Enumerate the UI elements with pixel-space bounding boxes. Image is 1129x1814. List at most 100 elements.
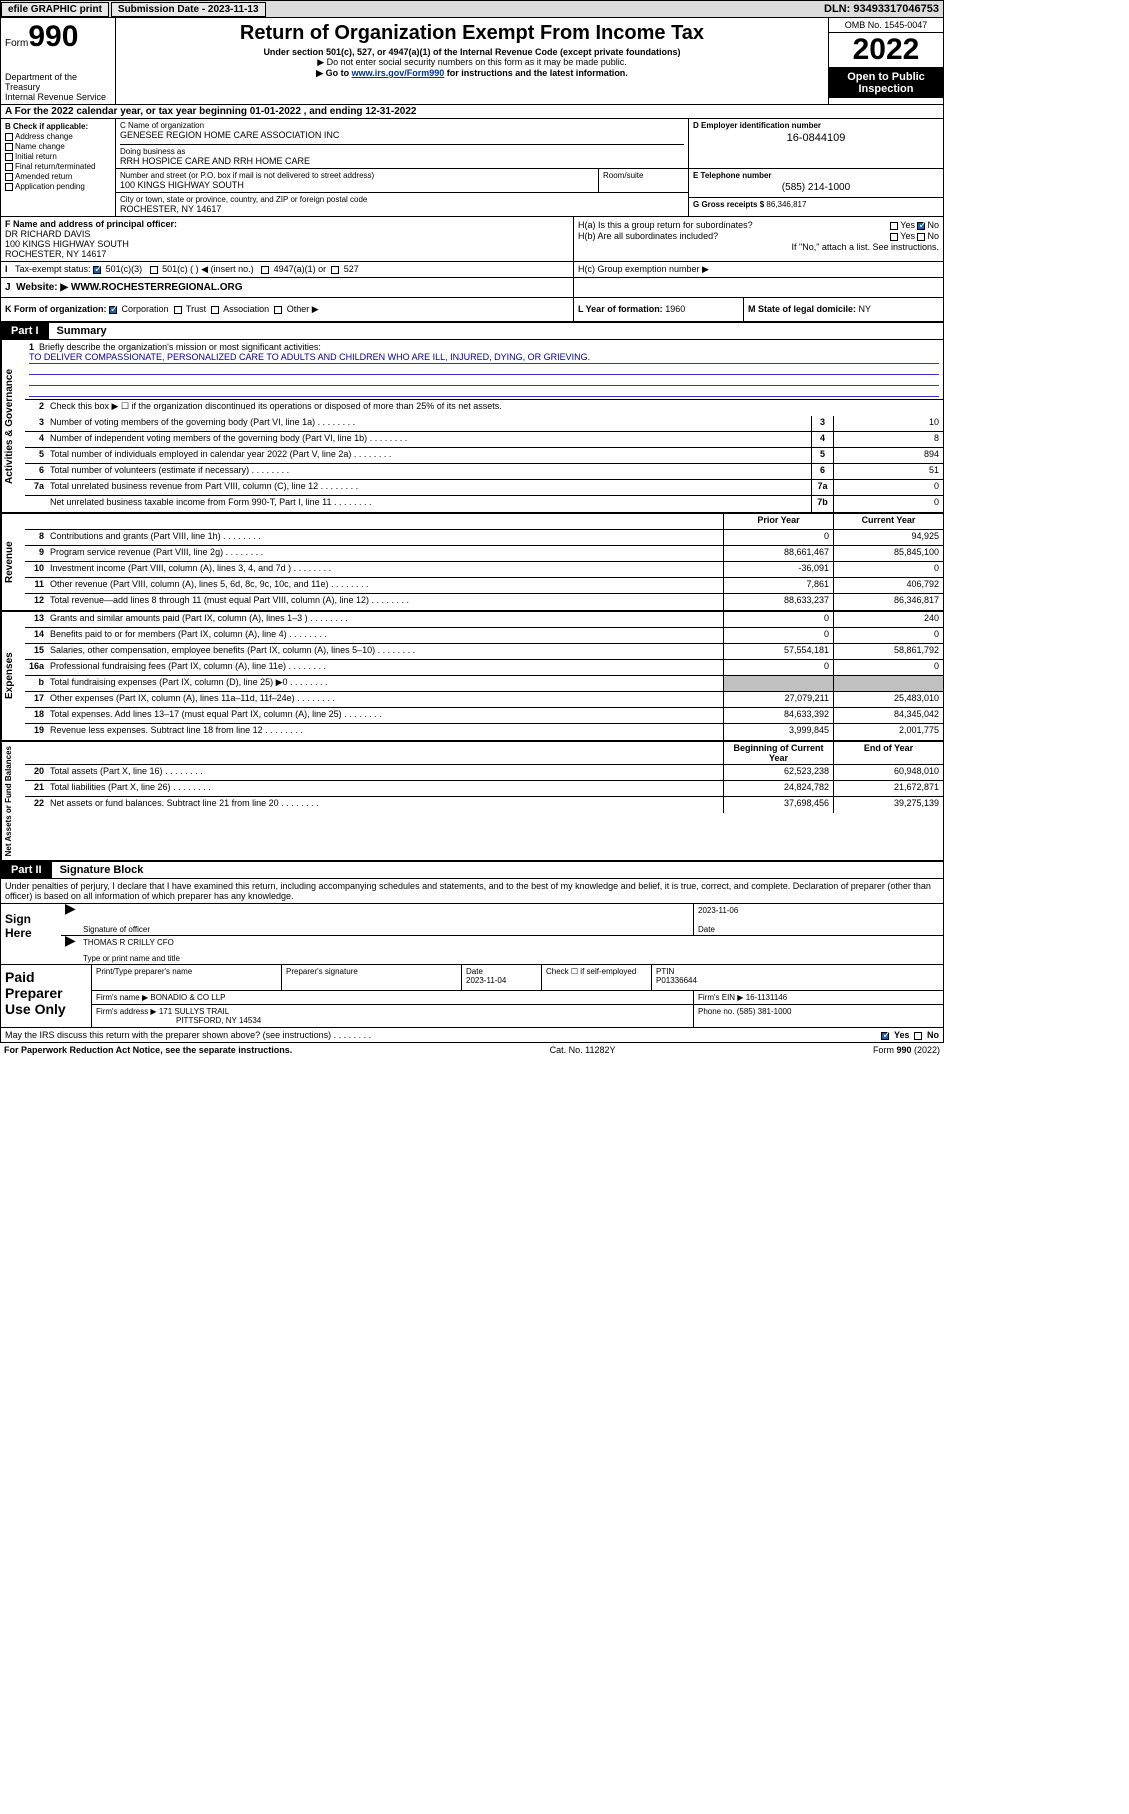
- summary-line: 17 Other expenses (Part IX, column (A), …: [25, 692, 943, 708]
- state-domicile: M State of legal domicile: NY: [743, 298, 943, 321]
- klm-row: K Form of organization: Corporation Trus…: [0, 298, 944, 323]
- chk-hb-yes[interactable]: [890, 233, 898, 241]
- paid-preparer-block: Paid Preparer Use Only Print/Type prepar…: [0, 965, 944, 1028]
- chk-final-return[interactable]: [5, 163, 13, 171]
- fgh-row: F Name and address of principal officer:…: [0, 217, 944, 262]
- chk-4947[interactable]: [261, 266, 269, 274]
- summary-line: 7a Total unrelated business revenue from…: [25, 480, 943, 496]
- irs-link[interactable]: www.irs.gov/Form990: [352, 68, 445, 78]
- chk-discuss-no[interactable]: [914, 1032, 922, 1040]
- dept-label2: Internal Revenue Service: [5, 92, 111, 102]
- penalty-statement: Under penalties of perjury, I declare th…: [0, 879, 944, 904]
- chk-association[interactable]: [211, 306, 219, 314]
- cat-number: Cat. No. 11282Y: [550, 1045, 616, 1055]
- discuss-row: May the IRS discuss this return with the…: [0, 1028, 944, 1043]
- summary-line: 10 Investment income (Part VIII, column …: [25, 562, 943, 578]
- room-box: Room/suite: [598, 169, 688, 192]
- summary-line: 18 Total expenses. Add lines 13–17 (must…: [25, 708, 943, 724]
- open-to-public: Open to Public Inspection: [829, 68, 943, 98]
- vtab-expenses: Expenses: [1, 612, 25, 740]
- dln-label: DLN: 93493317046753: [824, 3, 943, 15]
- mission-text: TO DELIVER COMPASSIONATE, PERSONALIZED C…: [29, 352, 939, 364]
- address-block: Number and street (or P.O. box if mail i…: [116, 169, 943, 217]
- org-name-box: C Name of organization GENESEE REGION HO…: [116, 119, 688, 168]
- group-exemption-box: H(c) Group exemption number ▶: [573, 262, 943, 277]
- form-subtitle1: Under section 501(c), 527, or 4947(a)(1)…: [120, 47, 824, 57]
- principal-officer-box: F Name and address of principal officer:…: [1, 217, 573, 261]
- summary-line: 3 Number of voting members of the govern…: [25, 416, 943, 432]
- paperwork-notice: For Paperwork Reduction Act Notice, see …: [4, 1045, 292, 1055]
- website-row: J Website: ▶ WWW.ROCHESTERREGIONAL.ORG: [0, 278, 944, 298]
- summary-line: 19 Revenue less expenses. Subtract line …: [25, 724, 943, 740]
- tax-exempt-row: I Tax-exempt status: 501(c)(3) 501(c) ( …: [0, 262, 944, 278]
- summary-line: 20 Total assets (Part X, line 16) 62,523…: [25, 765, 943, 781]
- firm-ein-cell: Firm's EIN ▶ 16-1131146: [693, 991, 943, 1004]
- mission-block: 1 Briefly describe the organization's mi…: [25, 340, 943, 400]
- preparer-name-cell: Print/Type preparer's name: [91, 965, 281, 990]
- dba-name: RRH HOSPICE CARE AND RRH HOME CARE: [120, 156, 684, 166]
- footer-row: For Paperwork Reduction Act Notice, see …: [0, 1043, 944, 1057]
- chk-discuss-yes[interactable]: [881, 1032, 889, 1040]
- summary-line: 9 Program service revenue (Part VIII, li…: [25, 546, 943, 562]
- summary-line: 2 Check this box ▶ ☐ if the organization…: [25, 400, 943, 416]
- city-value: ROCHESTER, NY 14617: [120, 204, 684, 214]
- chk-hb-no[interactable]: [917, 233, 925, 241]
- website-value: WWW.ROCHESTERREGIONAL.ORG: [71, 282, 243, 293]
- identity-block: B Check if applicable: Address change Na…: [0, 119, 944, 217]
- chk-corporation[interactable]: [109, 306, 117, 314]
- org-name: GENESEE REGION HOME CARE ASSOCIATION INC: [120, 130, 684, 140]
- signature-date: 2023-11-06 Date: [693, 904, 943, 935]
- form-ref: Form 990 (2022): [873, 1045, 940, 1055]
- summary-line: 14 Benefits paid to or for members (Part…: [25, 628, 943, 644]
- form-subtitle2: ▶ Do not enter social security numbers o…: [120, 57, 824, 68]
- governance-section: Activities & Governance 1 Briefly descri…: [0, 340, 944, 514]
- chk-application-pending[interactable]: [5, 183, 13, 191]
- summary-line: 12 Total revenue—add lines 8 through 11 …: [25, 594, 943, 610]
- self-employed-cell: Check ☐ if self-employed: [541, 965, 651, 990]
- summary-line: 15 Salaries, other compensation, employe…: [25, 644, 943, 660]
- beg-end-header-row: Beginning of Current Year End of Year: [25, 742, 943, 765]
- revenue-section: Revenue Prior Year Current Year 8 Contri…: [0, 514, 944, 612]
- chk-ha-yes[interactable]: [890, 222, 898, 230]
- form-subtitle3: ▶ Go to www.irs.gov/Form990 for instruct…: [120, 68, 824, 79]
- header-left: Form990 Department of the Treasury Inter…: [1, 18, 116, 104]
- summary-line: 11 Other revenue (Part VIII, column (A),…: [25, 578, 943, 594]
- officer-signature-line[interactable]: Signature of officer: [79, 904, 693, 935]
- chk-501c[interactable]: [150, 266, 158, 274]
- summary-line: 6 Total number of volunteers (estimate i…: [25, 464, 943, 480]
- chk-name-change[interactable]: [5, 143, 13, 151]
- chk-initial-return[interactable]: [5, 153, 13, 161]
- vtab-governance: Activities & Governance: [1, 340, 25, 512]
- chk-501c3[interactable]: [93, 266, 101, 274]
- gross-value: 86,346,817: [766, 200, 806, 209]
- summary-line: Net unrelated business taxable income fr…: [25, 496, 943, 512]
- vtab-netassets: Net Assets or Fund Balances: [1, 742, 25, 860]
- preparer-date-cell: Date 2023-11-04: [461, 965, 541, 990]
- chk-amended-return[interactable]: [5, 173, 13, 181]
- summary-line: 8 Contributions and grants (Part VIII, l…: [25, 530, 943, 546]
- chk-527[interactable]: [331, 266, 339, 274]
- chk-trust[interactable]: [174, 306, 182, 314]
- form-header: Form990 Department of the Treasury Inter…: [0, 18, 944, 105]
- chk-address-change[interactable]: [5, 133, 13, 141]
- chk-ha-no[interactable]: [917, 222, 925, 230]
- netassets-section: Net Assets or Fund Balances Beginning of…: [0, 742, 944, 862]
- city-box: City or town, state or province, country…: [116, 193, 688, 216]
- sign-arrow-icon: ▶: [61, 904, 79, 935]
- summary-line: 4 Number of independent voting members o…: [25, 432, 943, 448]
- top-bar: efile GRAPHIC print Submission Date - 20…: [0, 0, 944, 18]
- tax-year: 2022: [829, 33, 943, 68]
- summary-line: 13 Grants and similar amounts paid (Part…: [25, 612, 943, 628]
- signature-block: Sign Here ▶ Signature of officer 2023-11…: [0, 904, 944, 965]
- chk-other[interactable]: [274, 306, 282, 314]
- firm-phone-cell: Phone no. (585) 381-1000: [693, 1005, 943, 1027]
- summary-line: b Total fundraising expenses (Part IX, c…: [25, 676, 943, 692]
- expenses-section: Expenses 13 Grants and similar amounts p…: [0, 612, 944, 742]
- street-value: 100 KINGS HIGHWAY SOUTH: [120, 180, 594, 190]
- ein-value: 16-0844109: [693, 130, 939, 146]
- year-formation: L Year of formation: 1960: [573, 298, 743, 321]
- summary-line: 16a Professional fundraising fees (Part …: [25, 660, 943, 676]
- officer-name: DR RICHARD DAVIS: [5, 229, 569, 239]
- column-main: C Name of organization GENESEE REGION HO…: [116, 119, 943, 217]
- efile-print-button[interactable]: efile GRAPHIC print: [1, 2, 109, 17]
